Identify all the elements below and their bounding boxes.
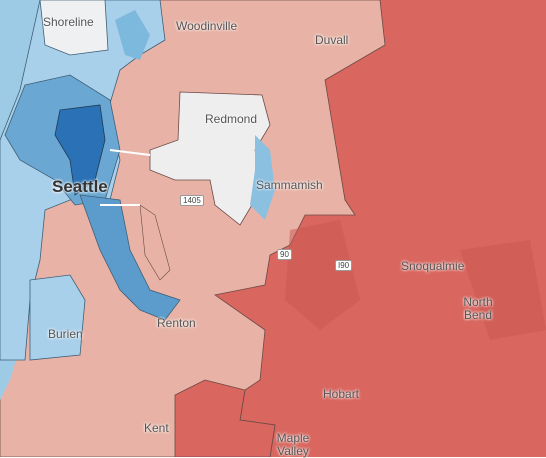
mercer-island [139,204,171,281]
place-label: Maple Valley [276,431,310,458]
place-label: North Bend [463,295,493,322]
place-label: Sammamish [256,178,323,192]
bridge [109,149,151,156]
seattle-core [54,104,106,196]
lake-washington [79,194,181,321]
redmond-region [149,91,271,226]
lake-north [115,10,150,60]
terrain [460,240,546,340]
south-red-region [174,379,276,457]
place-label: Duvall [315,33,349,47]
city-label: Seattle [52,177,108,196]
place-label: Hobart [323,387,360,401]
terrain [285,220,360,330]
place-label: Redmond [205,112,258,126]
place-label: Burien [48,327,83,341]
place-label: Kent [144,421,169,435]
place-label: Renton [157,316,196,330]
place-label: Snoqualmie [401,259,465,273]
place-label: Woodinville [176,19,238,33]
highway-shield: 90 [277,249,292,260]
burien-region [29,274,86,361]
highway-shield: I90 [335,260,353,271]
lake-sammamish [250,135,275,220]
place-label: Shoreline [43,15,94,29]
highway-shield: 1405 [180,195,204,206]
shoreline-region [39,0,109,56]
